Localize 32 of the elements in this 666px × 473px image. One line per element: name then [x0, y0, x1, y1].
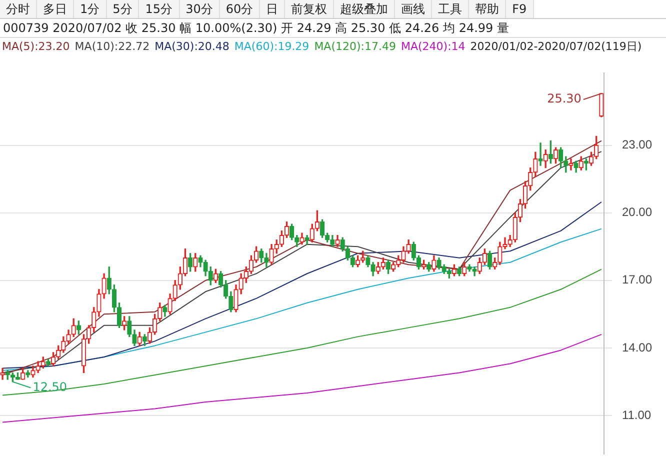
text: 2020/01/02-2020/07/02(119日): [470, 40, 642, 54]
y-tick-label: 20.00: [622, 205, 652, 220]
text: MA(120):17.49: [314, 40, 396, 54]
text: 分时: [0, 0, 37, 18]
text: 前复权: [285, 0, 334, 18]
text: F9: [506, 0, 534, 18]
text: 30分: [180, 0, 220, 18]
text: MA(5):23.20: [2, 40, 70, 54]
text: MA(60):19.29: [234, 40, 310, 54]
annotation: 25.30: [547, 92, 582, 106]
text: 工具: [432, 0, 470, 18]
text: 超级叠加: [334, 0, 396, 18]
y-tick-label: 23.00: [622, 138, 652, 152]
candlestick: [538, 142, 543, 166]
y-tick-label: 17.00: [622, 272, 652, 287]
text: 15分: [139, 0, 180, 18]
text: 60分: [220, 0, 260, 18]
y-tick-label: 11.00: [622, 408, 652, 422]
text: 5分: [106, 0, 140, 18]
annotation: 12.50: [32, 380, 68, 394]
text: 帮助: [469, 0, 506, 18]
text: 1分: [74, 0, 107, 18]
y-tick-label: 14.00: [622, 340, 652, 354]
text: MA(240):14: [400, 40, 466, 54]
candlestick: [568, 158, 574, 170]
text: 多日: [37, 0, 74, 18]
text: 画线: [395, 0, 432, 18]
text: MA(10):22.72: [74, 40, 150, 54]
text: 日: [260, 0, 286, 18]
text: 000739 2020/07/02 收 25.30 幅 10.00%(2.30) 开 24.29 高 25.30 低 24.26 均 24.99 量: [0, 18, 666, 38]
text: MA(30):20.48: [154, 40, 230, 54]
candlestick: [0, 368, 5, 380]
